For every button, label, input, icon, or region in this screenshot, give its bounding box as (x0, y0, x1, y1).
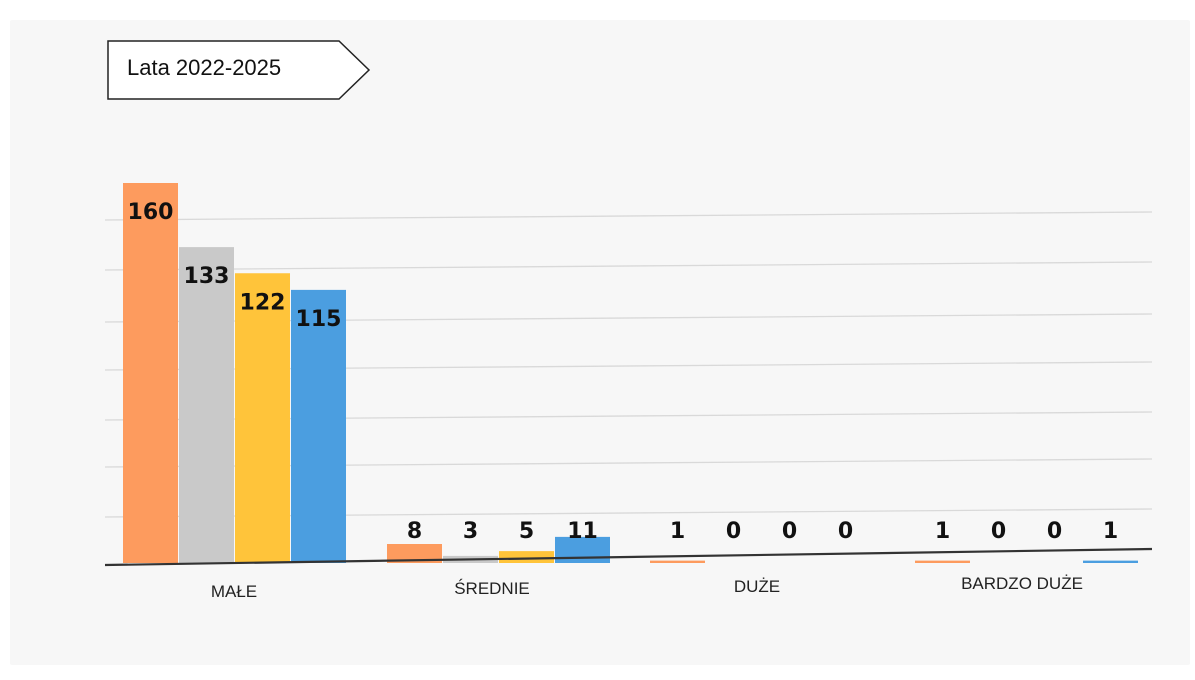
data-label: 11 (567, 519, 598, 544)
bar (650, 560, 705, 563)
category-label: BARDZO DUŻE (961, 574, 1083, 593)
chart-title: Lata 2022-2025 (127, 55, 282, 80)
data-label: 1 (670, 519, 685, 544)
data-label: 5 (519, 519, 534, 544)
category-label: DUŻE (734, 577, 780, 596)
data-label: 0 (726, 519, 741, 544)
data-label: 1 (1103, 519, 1118, 544)
data-label: 133 (184, 264, 230, 289)
data-label: 160 (128, 200, 174, 225)
gridline (104, 211, 1153, 221)
bar (499, 551, 554, 563)
chart-title-box: Lata 2022-2025 (107, 40, 371, 100)
x-axis-line (104, 547, 1153, 567)
bar (387, 544, 442, 563)
gridline (104, 261, 1153, 271)
data-label: 0 (838, 519, 853, 544)
bar (291, 289, 346, 563)
data-label: 115 (296, 307, 342, 332)
bar (179, 247, 234, 563)
title-arrow-shape (107, 40, 371, 100)
bar (235, 273, 290, 563)
data-label: 0 (782, 519, 797, 544)
bar (1083, 560, 1138, 563)
bar (915, 560, 970, 563)
bar (123, 183, 178, 563)
data-label: 122 (240, 290, 286, 315)
category-label: MAŁE (211, 582, 257, 601)
data-label: 1 (935, 519, 950, 544)
data-label: 3 (463, 519, 478, 544)
data-label: 8 (407, 519, 422, 544)
data-label: 0 (1047, 519, 1062, 544)
category-label: ŚREDNIE (454, 579, 530, 598)
data-label: 0 (991, 519, 1006, 544)
